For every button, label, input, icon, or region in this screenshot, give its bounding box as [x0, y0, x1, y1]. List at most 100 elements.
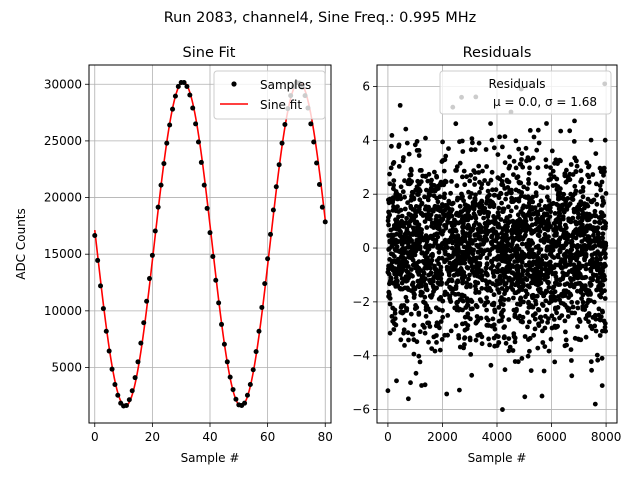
residual-point	[414, 184, 420, 190]
sample-point	[308, 121, 314, 127]
residual-point	[445, 313, 451, 318]
residual-point	[448, 209, 454, 215]
residual-point	[485, 181, 491, 187]
residual-point	[599, 355, 605, 361]
sample-point	[187, 92, 193, 98]
residual-point	[544, 226, 550, 232]
sample-point	[204, 205, 210, 211]
sample-point	[207, 230, 213, 236]
residual-point	[432, 232, 437, 238]
residual-point	[522, 334, 528, 339]
residual-point	[502, 324, 507, 329]
sample-point	[244, 392, 250, 398]
residual-point	[594, 181, 599, 187]
residual-point	[589, 252, 595, 258]
residual-point	[575, 336, 581, 342]
residual-point	[565, 196, 571, 201]
residual-point	[525, 353, 531, 359]
residual-point	[572, 183, 578, 189]
residual-point	[414, 232, 419, 238]
residual-point	[428, 271, 433, 277]
residual-point	[462, 336, 467, 341]
residual-point	[550, 285, 556, 291]
residual-point	[385, 218, 391, 224]
residual-point	[474, 202, 480, 208]
residual-point	[469, 263, 475, 269]
residual-point	[486, 336, 491, 342]
residual-point	[388, 251, 394, 257]
residual-point	[465, 244, 470, 250]
residual-point	[518, 295, 524, 301]
residual-point	[601, 318, 607, 324]
residual-point	[408, 288, 414, 293]
residual-point	[572, 219, 578, 225]
residual-point	[575, 229, 581, 235]
residual-point	[600, 231, 606, 237]
sample-point	[221, 341, 227, 347]
residual-point	[602, 137, 608, 143]
y-tick-label: −6	[352, 403, 370, 417]
residual-point	[536, 219, 542, 225]
residual-point	[555, 305, 561, 310]
residual-point	[500, 209, 505, 215]
residual-point	[416, 207, 422, 213]
residual-point	[507, 163, 513, 169]
residual-point	[439, 159, 445, 165]
residual-point	[503, 340, 509, 346]
residual-point	[387, 171, 392, 177]
residual-point	[569, 310, 575, 316]
residual-point	[478, 298, 484, 304]
residual-point	[511, 219, 516, 225]
residual-point	[400, 158, 406, 164]
residual-point	[458, 239, 463, 245]
residual-point	[523, 262, 529, 268]
residual-point	[560, 243, 566, 249]
residuals-legend-label: Residuals	[489, 77, 546, 91]
residual-point	[467, 272, 472, 278]
residual-point	[412, 252, 418, 258]
residual-point	[583, 225, 589, 231]
residual-point	[526, 181, 531, 186]
sample-point	[100, 306, 106, 312]
residual-point	[436, 249, 442, 255]
residual-point	[499, 200, 504, 206]
sample-point	[123, 402, 129, 408]
residual-point	[500, 278, 506, 284]
residual-point	[519, 151, 525, 157]
residual-point	[523, 288, 529, 294]
residual-point	[478, 185, 484, 191]
residual-point	[600, 225, 606, 231]
residual-point	[531, 332, 537, 338]
residual-point	[416, 310, 422, 316]
residual-point	[584, 160, 590, 166]
residual-point	[513, 235, 519, 241]
residual-point	[417, 359, 423, 365]
residual-point	[582, 256, 587, 261]
residual-point	[597, 317, 603, 323]
residual-point	[575, 264, 581, 270]
residual-point	[425, 178, 431, 184]
residual-point	[477, 331, 483, 337]
residual-point	[512, 312, 518, 318]
residual-point	[575, 300, 580, 305]
residual-point	[542, 204, 548, 209]
sample-point	[256, 328, 262, 334]
residual-point	[552, 289, 558, 295]
residual-point	[513, 165, 519, 171]
residual-point	[510, 223, 516, 229]
residual-point	[479, 198, 485, 204]
residual-point	[542, 232, 548, 237]
residual-point	[506, 348, 512, 354]
residual-point	[474, 319, 480, 325]
sample-point	[195, 139, 201, 145]
residual-point	[533, 301, 539, 307]
residual-point	[571, 229, 577, 235]
residual-point	[530, 155, 536, 161]
sample-point	[247, 381, 253, 387]
residual-point	[489, 233, 495, 239]
residual-point	[428, 216, 433, 222]
residual-point	[429, 223, 434, 229]
residual-point	[510, 287, 516, 292]
residual-point	[535, 277, 541, 282]
residual-point	[560, 214, 566, 220]
